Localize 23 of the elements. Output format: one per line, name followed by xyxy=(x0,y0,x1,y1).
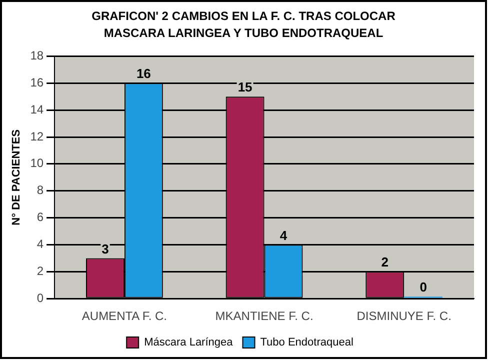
y-tick-label: 18 xyxy=(30,48,44,63)
y-tick-label: 0 xyxy=(36,290,44,305)
legend-label: Máscara Laríngea xyxy=(144,336,234,349)
y-tick-label: 6 xyxy=(36,210,44,224)
y-tick-label: 8 xyxy=(36,183,44,198)
y-tick-label: 16 xyxy=(30,75,44,90)
y-tick-label: 10 xyxy=(30,156,44,170)
x-tick-label: MKANTIENE F. C. xyxy=(215,309,314,324)
y-tick-label: 2 xyxy=(36,264,44,278)
y-tick-label: 14 xyxy=(30,102,44,116)
data-label: 2 xyxy=(381,254,388,270)
data-label: 0 xyxy=(420,280,427,295)
x-tick-label: AUMENTA F. C. xyxy=(82,309,168,324)
x-tick-label: DISMINUYE F. C. xyxy=(356,309,452,324)
data-label: 4 xyxy=(280,228,288,243)
y-tick-label: 4 xyxy=(36,237,44,252)
chart-title: GRAFICON' 2 CAMBIOS EN LA F. C. TRAS COLOCAR MASCARA LARINGEA Y TUBO ENDOTRAQUEAL xyxy=(90,8,396,42)
legend-label: Tubo Endotraqueal xyxy=(260,336,354,349)
y-axis-title: N° DE PACIENTES xyxy=(10,129,23,226)
data-label: 15 xyxy=(238,80,252,95)
data-label: 16 xyxy=(136,66,151,82)
data-label: 3 xyxy=(102,241,109,256)
y-tick-label: 12 xyxy=(30,129,44,144)
